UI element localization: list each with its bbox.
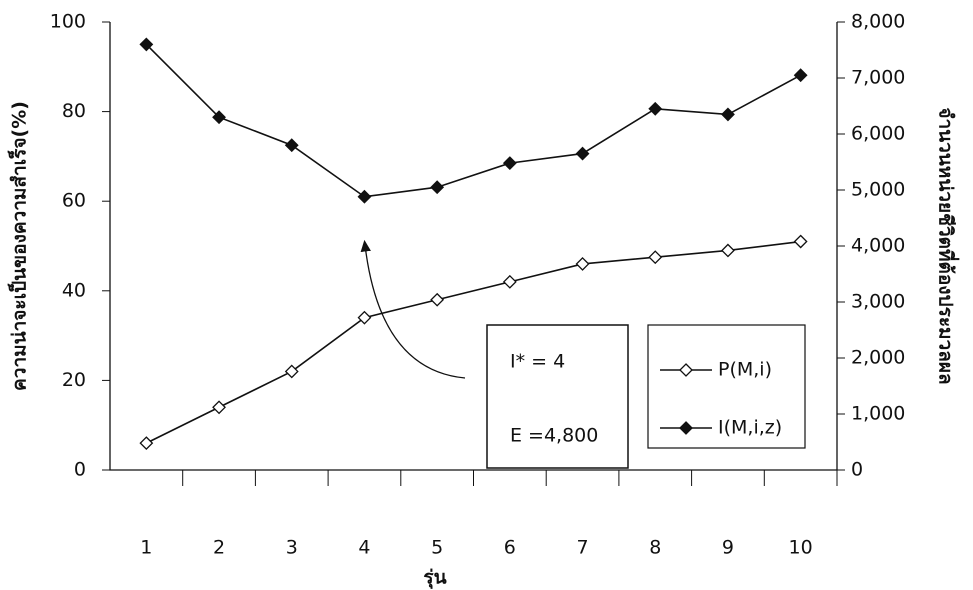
y2-tick-label: 3,000 — [851, 291, 905, 313]
point — [431, 181, 443, 193]
y2-axis-title: จำนวนหน่วยชีวิตที่ต้องประมวลผล — [935, 107, 960, 384]
x-tick-label: 9 — [722, 537, 734, 559]
point — [504, 157, 516, 169]
point — [649, 251, 661, 263]
y2-tick-label: 7,000 — [851, 67, 905, 89]
x-axis-title: รุ่น — [423, 567, 446, 590]
point — [795, 236, 807, 248]
y2-tick-label: 1,000 — [851, 403, 905, 425]
point — [140, 437, 152, 449]
y-tick-label: 40 — [62, 279, 86, 301]
y2-tick-label: 8,000 — [851, 11, 905, 33]
annotation: E =4,800 — [510, 425, 598, 447]
point — [431, 294, 443, 306]
x-tick-label: 7 — [577, 537, 589, 559]
point — [358, 191, 370, 203]
y-tick-label: 60 — [62, 190, 86, 212]
x-tick-label: 5 — [431, 537, 443, 559]
arrow — [365, 245, 465, 378]
point — [577, 258, 589, 270]
y-tick-label: 80 — [62, 100, 86, 122]
point — [358, 312, 370, 324]
point — [286, 365, 298, 377]
annotation-box — [487, 325, 628, 468]
x-tick-label: 3 — [286, 537, 298, 559]
x-tick-label: 2 — [213, 537, 225, 559]
point — [504, 276, 516, 288]
y-tick-label: 0 — [74, 459, 86, 481]
x-tick-label: 8 — [649, 537, 661, 559]
y2-tick-label: 5,000 — [851, 179, 905, 201]
legend-label: I(M,i,z) — [718, 417, 782, 439]
x-tick-label: 10 — [789, 537, 813, 559]
point — [213, 401, 225, 413]
y2-tick-label: 0 — [851, 459, 863, 481]
point — [649, 103, 661, 115]
legend-label: P(M,i) — [718, 359, 772, 381]
series-line — [146, 44, 800, 196]
y-axis-title: ความน่าจะเป็นของความสำเร็จ(%) — [7, 101, 31, 391]
y-tick-label: 20 — [62, 369, 86, 391]
point — [722, 108, 734, 120]
y2-tick-label: 6,000 — [851, 123, 905, 145]
x-tick-label: 6 — [504, 537, 516, 559]
x-tick-label: 1 — [140, 537, 152, 559]
annotation: I* = 4 — [510, 351, 565, 373]
chart: I* = 4 E =4,800 รุ่น ความน่าจะเป็นของควา… — [0, 0, 973, 590]
y2-tick-label: 2,000 — [851, 347, 905, 369]
point — [722, 244, 734, 256]
x-tick-label: 4 — [358, 537, 370, 559]
point — [795, 69, 807, 81]
point — [577, 148, 589, 160]
y-tick-label: 100 — [50, 11, 86, 33]
point — [286, 139, 298, 151]
y2-tick-label: 4,000 — [851, 235, 905, 257]
